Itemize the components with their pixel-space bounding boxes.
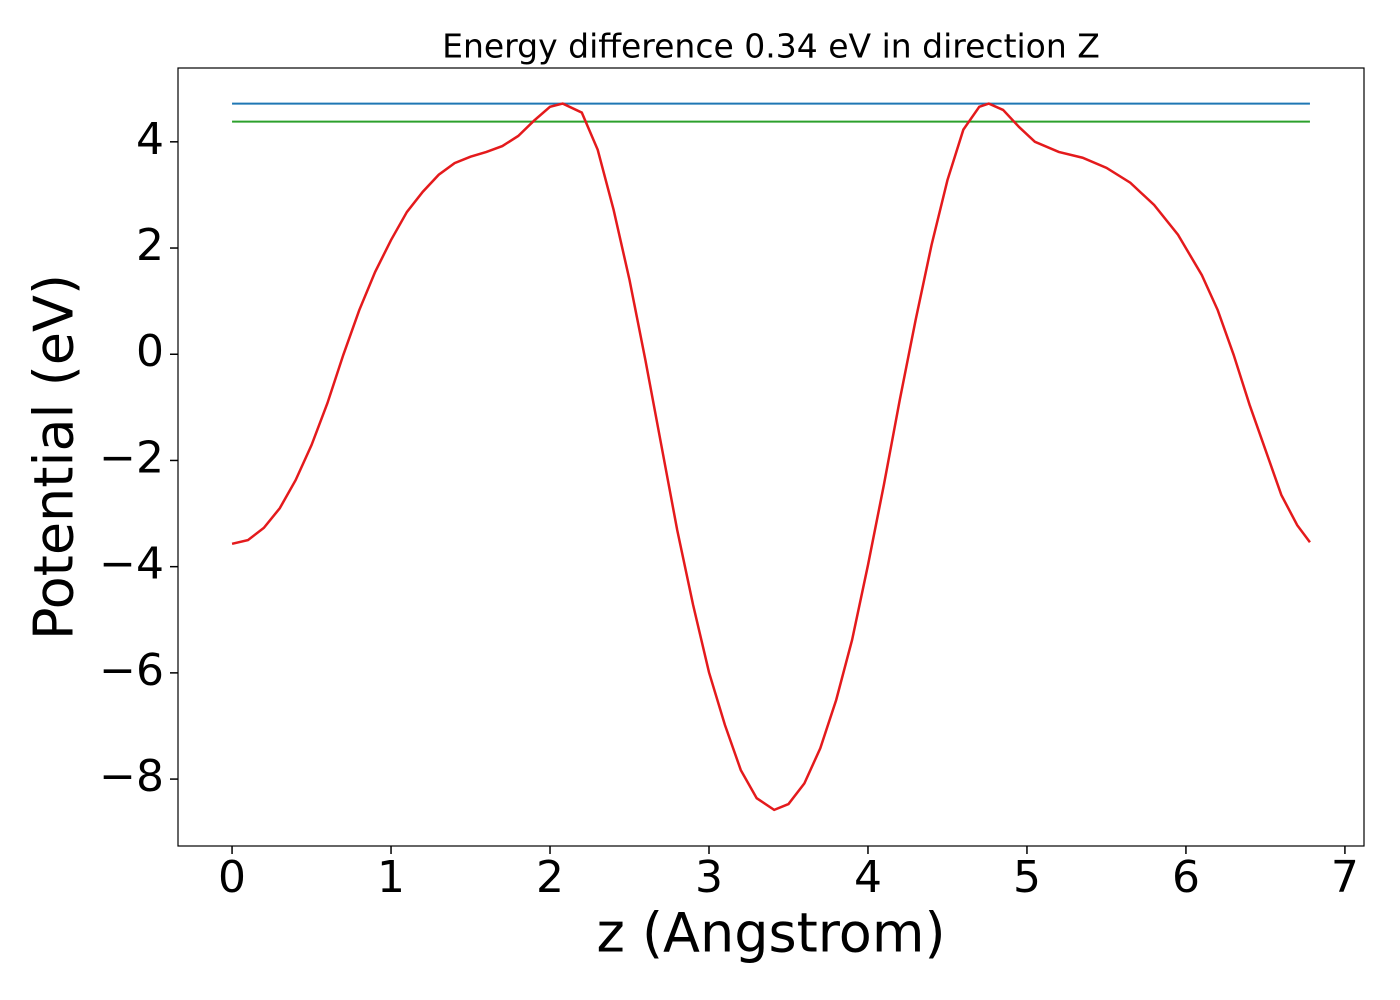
x-tick-label: 3 bbox=[695, 852, 723, 903]
x-tick-label: 5 bbox=[1013, 852, 1041, 903]
x-tick-label: 7 bbox=[1331, 852, 1359, 903]
y-tick-label: −4 bbox=[99, 539, 164, 590]
y-tick-label: −6 bbox=[99, 645, 164, 696]
y-tick-label: 0 bbox=[136, 326, 164, 377]
plot-frame bbox=[177, 67, 1365, 847]
y-tick-label: −2 bbox=[99, 432, 164, 483]
x-tick-label: 4 bbox=[854, 852, 882, 903]
data-line bbox=[231, 102, 1311, 812]
chart-title: Energy difference 0.34 eV in direction Z bbox=[442, 27, 1100, 66]
y-tick-label: 2 bbox=[136, 220, 164, 271]
y-tick-label: −8 bbox=[99, 751, 164, 802]
y-axis-label: Potential (eV) bbox=[23, 274, 86, 640]
x-tick-label: 6 bbox=[1172, 852, 1200, 903]
x-axis-label: z (Angstrom) bbox=[596, 902, 945, 965]
x-tick-label: 1 bbox=[377, 852, 405, 903]
x-tick-label: 0 bbox=[218, 852, 246, 903]
y-tick-label: 4 bbox=[136, 114, 164, 165]
x-tick-label: 2 bbox=[536, 852, 564, 903]
